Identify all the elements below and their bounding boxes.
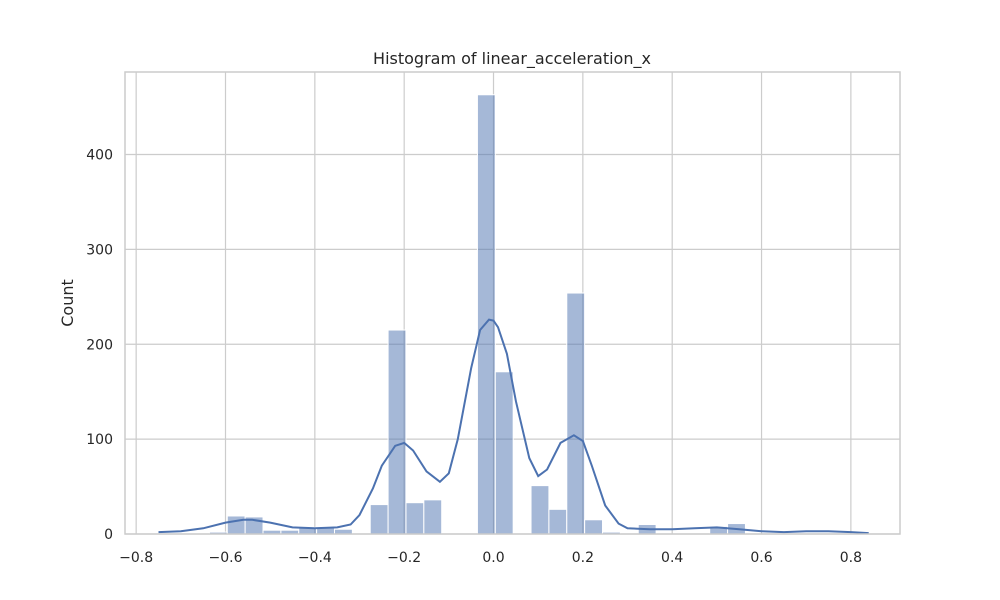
y-tick-label: 100 xyxy=(86,432,113,448)
histogram-bar xyxy=(423,499,443,535)
y-tick-label: 300 xyxy=(86,242,113,258)
chart-title: Histogram of linear_acceleration_x xyxy=(373,49,651,69)
histogram-bar xyxy=(387,329,407,535)
y-tick-label: 200 xyxy=(86,337,113,353)
y-tick-label: 0 xyxy=(104,527,113,543)
histogram-bar xyxy=(584,519,604,535)
y-axis-label: Count xyxy=(58,279,77,327)
kde-curve xyxy=(158,318,869,535)
histogram-bar xyxy=(405,502,425,535)
x-tick-label: −0.4 xyxy=(298,550,332,566)
histogram-bar xyxy=(226,515,246,535)
histogram-bar xyxy=(548,508,568,535)
x-tick-label: −0.6 xyxy=(209,550,243,566)
x-tick-label: −0.2 xyxy=(387,550,421,566)
x-tick-label: 0.8 xyxy=(840,550,862,566)
y-axis-ticks: 0 100 200 300 400 xyxy=(86,148,113,543)
y-tick-label: 400 xyxy=(86,148,113,164)
x-tick-label: 0.4 xyxy=(661,550,683,566)
histogram-bar xyxy=(476,94,496,535)
histogram-bar xyxy=(494,371,514,535)
plot-frame xyxy=(124,71,901,535)
histogram-bars xyxy=(208,94,746,535)
x-axis-ticks: −0.8 −0.6 −0.4 −0.2 0.0 0.2 0.4 0.6 0.8 xyxy=(119,550,862,566)
x-tick-label: 0.2 xyxy=(572,550,594,566)
histogram-bar xyxy=(369,504,389,535)
x-tick-label: 0.0 xyxy=(482,550,504,566)
histogram-bar xyxy=(566,292,586,535)
x-tick-label: 0.6 xyxy=(750,550,772,566)
x-tick-label: −0.8 xyxy=(119,550,153,566)
histogram-bar xyxy=(530,485,550,535)
